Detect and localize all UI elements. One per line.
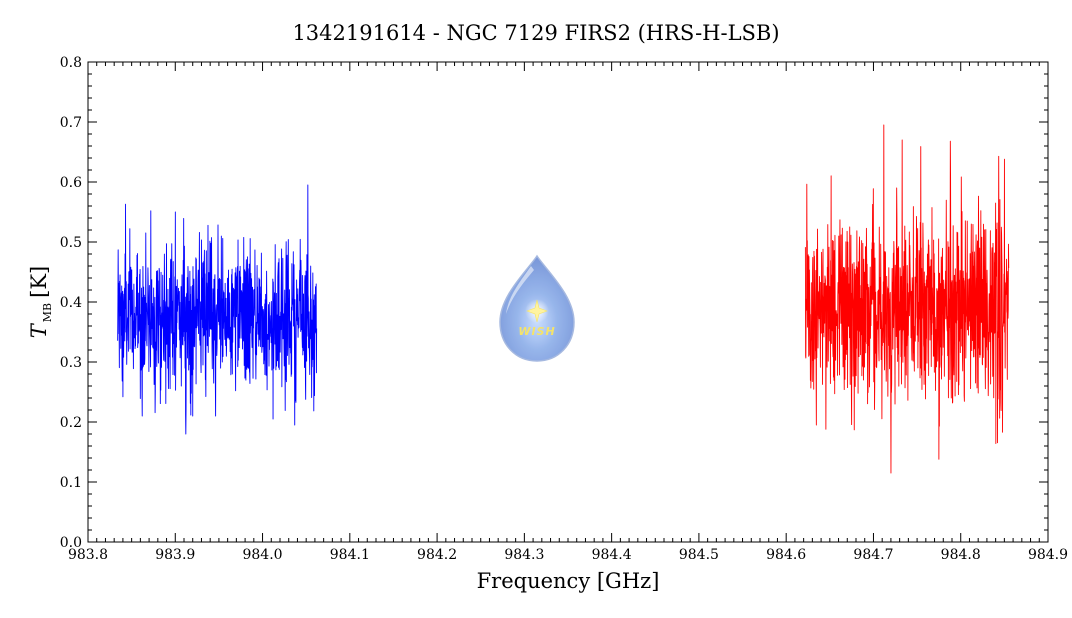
x-tick-label: 984.2: [417, 547, 457, 563]
spectrum-series-2: [804, 124, 1010, 474]
y-tick-label: 0.1: [60, 475, 82, 491]
x-tick-label: 984.6: [766, 547, 806, 563]
y-tick-label: 0.8: [60, 55, 82, 71]
wish-droplet-logo: WISH: [499, 254, 575, 362]
y-axis-label-unit: [K]: [27, 266, 51, 298]
x-tick-label: 983.9: [155, 547, 195, 563]
y-tick-label: 0.7: [60, 115, 82, 131]
y-tick-label: 0.6: [60, 175, 82, 191]
y-tick-label: 0.5: [60, 235, 82, 251]
x-tick-label: 984.3: [504, 547, 544, 563]
x-tick-label: 984.9: [1028, 547, 1068, 563]
x-tick-label: 984.4: [592, 547, 632, 563]
plot-area: 983.8 983.9 984.0 984.1 984.2 984.3 984.4 984.5…: [60, 55, 1068, 563]
y-axis-label-symbol: T: [27, 322, 51, 338]
star-icon: [526, 299, 548, 323]
y-tick-label: 0.3: [60, 355, 82, 371]
y-axis-label: TMB [K]: [27, 266, 54, 338]
x-tick-label: 984.0: [242, 547, 282, 563]
y-axis-label-subscript: MB: [41, 303, 54, 322]
y-tick-label: 0.4: [60, 295, 82, 311]
x-tick-label: 984.5: [679, 547, 719, 563]
y-tick-label: 0.0: [60, 535, 82, 551]
droplet-highlight: [506, 266, 534, 314]
y-tick-label: 0.2: [60, 415, 82, 431]
x-axis-label: Frequency [GHz]: [477, 569, 660, 593]
spectrum-series-1: [117, 184, 318, 435]
x-tick-label: 984.7: [853, 547, 893, 563]
chart-title: 1342191614 - NGC 7129 FIRS2 (HRS-H-LSB): [292, 21, 779, 45]
logo-text: WISH: [518, 325, 555, 338]
x-tick-label: 983.8: [68, 547, 108, 563]
x-tick-label: 984.8: [941, 547, 981, 563]
x-tick-label: 984.1: [330, 547, 370, 563]
